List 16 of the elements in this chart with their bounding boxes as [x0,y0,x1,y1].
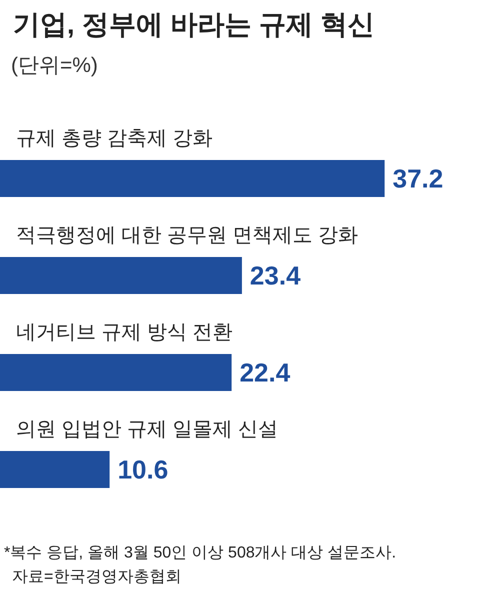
text: *복수 응답, 올해 3월 50인 이상 508개사 대상 설문조사. [4,544,396,562]
bar [0,257,242,294]
y-tick-label: 적극행정에 대한 공무원 면책제도 강화 [16,224,358,246]
data-label: 37.2 [392,164,444,194]
bar [0,451,110,488]
y-tick-label: 네거티브 규제 방식 전환 [16,322,233,344]
y-tick-label: 규제 총량 감축제 강화 [16,128,213,150]
bar [0,160,385,197]
chart-subtitle: (단위=%) [11,54,98,77]
bar [0,354,232,391]
chart-title: 기업, 정부에 바라는 규제 혁신 [13,10,375,40]
data-label: 23.4 [250,260,302,290]
data-label: 10.6 [118,454,168,484]
data-label: 22.4 [240,358,291,388]
y-tick-label: 의원 입법안 규제 일몰제 신설 [16,418,278,440]
text: 자료=한국경영자총협회 [12,568,182,586]
